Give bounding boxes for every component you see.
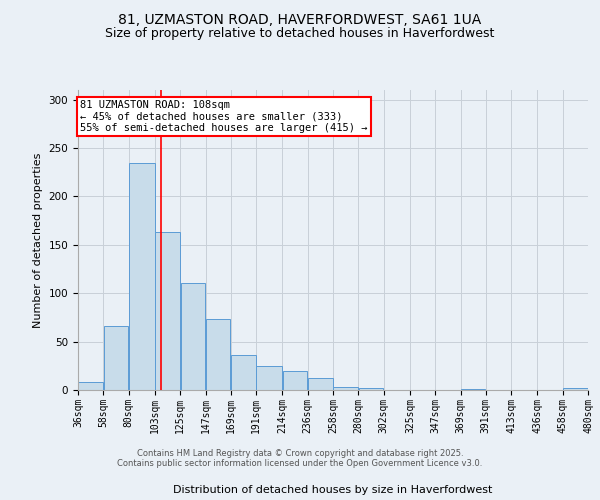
Bar: [231, 355, 256, 390]
Bar: [334, 387, 358, 390]
Bar: [206, 320, 230, 390]
Y-axis label: Number of detached properties: Number of detached properties: [33, 152, 43, 328]
Bar: [129, 162, 155, 390]
Bar: [155, 232, 180, 390]
Text: 81 UZMASTON ROAD: 108sqm
← 45% of detached houses are smaller (333)
55% of semi-: 81 UZMASTON ROAD: 108sqm ← 45% of detach…: [80, 100, 368, 133]
Text: Contains HM Land Registry data © Crown copyright and database right 2025.: Contains HM Land Registry data © Crown c…: [137, 448, 463, 458]
Text: Size of property relative to detached houses in Haverfordwest: Size of property relative to detached ho…: [106, 28, 494, 40]
Bar: [563, 388, 587, 390]
Bar: [283, 370, 307, 390]
Bar: [256, 366, 282, 390]
Bar: [104, 326, 128, 390]
Bar: [359, 388, 383, 390]
Text: Distribution of detached houses by size in Haverfordwest: Distribution of detached houses by size …: [173, 485, 493, 495]
Text: 81, UZMASTON ROAD, HAVERFORDWEST, SA61 1UA: 81, UZMASTON ROAD, HAVERFORDWEST, SA61 1…: [118, 12, 482, 26]
Bar: [461, 389, 485, 390]
Text: Contains public sector information licensed under the Open Government Licence v3: Contains public sector information licen…: [118, 458, 482, 468]
Bar: [181, 282, 205, 390]
Bar: [79, 382, 103, 390]
Bar: [308, 378, 332, 390]
